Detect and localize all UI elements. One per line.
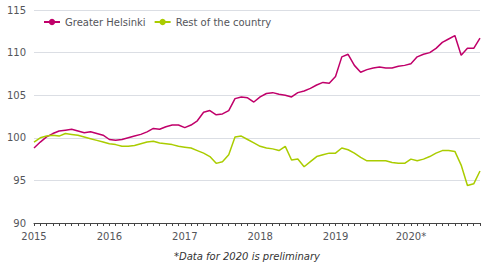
svg-text:2015: 2015: [21, 231, 46, 242]
svg-text:100: 100: [7, 132, 26, 143]
svg-text:2020*: 2020*: [396, 231, 426, 242]
svg-text:2017: 2017: [172, 231, 197, 242]
svg-text:115: 115: [7, 5, 26, 16]
svg-text:*Data for 2020 is preliminary: *Data for 2020 is preliminary: [174, 251, 321, 262]
svg-text:Greater Helsinki: Greater Helsinki: [65, 17, 146, 28]
svg-text:105: 105: [7, 90, 26, 101]
svg-text:90: 90: [13, 218, 26, 229]
svg-text:95: 95: [13, 175, 26, 186]
svg-text:2016: 2016: [97, 231, 122, 242]
svg-text:110: 110: [7, 47, 26, 58]
svg-text:2019: 2019: [323, 231, 348, 242]
svg-text:2018: 2018: [247, 231, 272, 242]
svg-text:Rest of the country: Rest of the country: [176, 17, 272, 28]
